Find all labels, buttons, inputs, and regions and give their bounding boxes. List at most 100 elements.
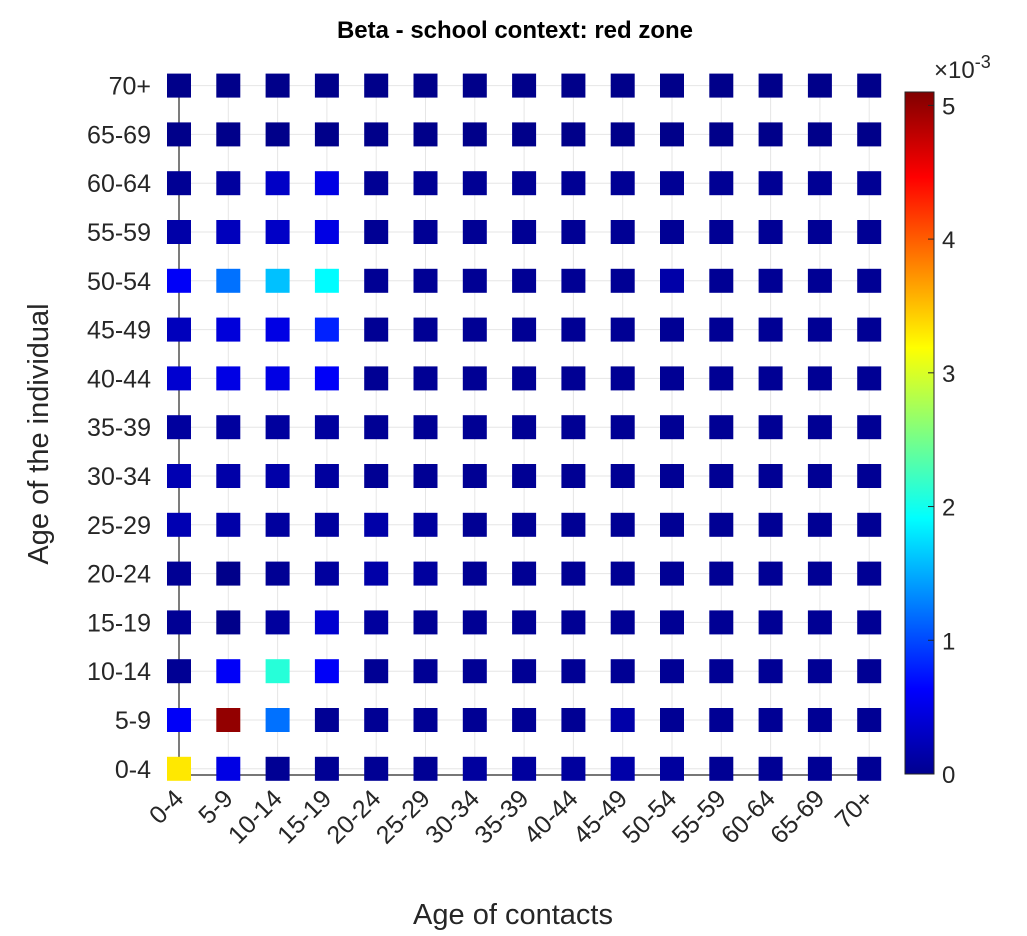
y-tick-label: 60-64 [87,170,151,198]
heatmap-cell [807,220,832,244]
heatmap-cell [857,171,882,196]
heatmap-cell [857,73,882,98]
heatmap-cell [216,464,241,488]
heatmap-cell [167,268,191,293]
heatmap-cell [807,122,832,147]
heatmap-cell [413,73,438,98]
heatmap-cell [462,415,487,440]
heatmap-cell [709,659,734,684]
colorbar-tick-label: 0 [942,762,955,789]
heatmap-cell [807,756,832,781]
y-axis-label: Age of the individual [23,303,55,564]
y-tick-label: 5-9 [115,707,151,735]
heatmap-cell [857,512,882,537]
heatmap-cell [610,171,635,196]
heatmap-cell [512,317,537,342]
heatmap-cell [462,610,487,635]
x-tick-label: 55-59 [667,784,732,849]
heatmap-cell [364,415,389,440]
heatmap-cell [167,464,191,488]
heatmap-cell [660,708,684,732]
colorbar-multiplier-base: ×10 [934,57,975,84]
heatmap-cell [512,708,537,732]
heatmap-cell [660,171,684,196]
heatmap-cell [364,220,389,244]
heatmap-cell [265,220,290,244]
y-tick-label: 45-49 [87,317,151,345]
heatmap-cell [512,171,537,196]
heatmap-cell [758,171,783,196]
chart-title: Beta - school context: red zone [337,17,693,44]
colorbar-tick-label: 1 [942,628,955,655]
heatmap-cell [610,317,635,342]
heatmap-cell [857,122,882,147]
heatmap-cell [610,268,635,293]
heatmap-cell [758,220,783,244]
heatmap-cell [462,464,487,488]
heatmap-cell [167,366,191,391]
heatmap-cell [314,464,339,488]
y-tick-label: 65-69 [87,121,151,149]
y-tick-label: 20-24 [87,561,151,589]
heatmap-cell [660,610,684,635]
heatmap-cell [561,317,586,342]
heatmap-cell [462,512,487,537]
heatmap-cell [660,122,684,147]
heatmap-cell [512,366,537,391]
heatmap-cell [413,708,438,732]
heatmap-cell [167,561,191,586]
heatmap-cell [561,561,586,586]
heatmap-cell [758,659,783,684]
y-tick-label: 15-19 [87,609,151,637]
heatmap-cell [314,659,339,684]
heatmap-cell [561,122,586,147]
x-tick-label: 60-64 [716,784,781,849]
heatmap-cell [364,561,389,586]
heatmap-cell [216,171,241,196]
heatmap-cell [709,561,734,586]
heatmap-cell [758,73,783,98]
heatmap-cell [660,659,684,684]
heatmap-cell [216,268,241,293]
y-tick-label: 30-34 [87,463,151,491]
heatmap-cell [610,220,635,244]
heatmap-cell [314,708,339,732]
heatmap-cell [216,220,241,244]
x-axis-label: Age of contacts [413,899,613,931]
heatmap-cell [512,464,537,488]
y-tick-label: 10-14 [87,658,151,686]
heatmap-cell [167,610,191,635]
heatmap-cell [807,561,832,586]
heatmap-cell [462,73,487,98]
heatmap-cell [314,73,339,98]
x-tick-label: 30-34 [420,784,485,849]
heatmap-cell [709,464,734,488]
heatmap-cell [265,512,290,537]
heatmap-cell [561,268,586,293]
heatmap-cell [857,610,882,635]
heatmap-cell [314,220,339,244]
heatmap-cell [167,73,191,98]
heatmap-cell [758,561,783,586]
x-tick-labels: 0-4 5-910-1415-1920-2425-2930-3435-3940-4… [144,784,880,849]
heatmap-cell [807,415,832,440]
heatmap-cell [413,756,438,781]
heatmap-cell [314,268,339,293]
heatmap-cell [364,317,389,342]
heatmap-cell [709,610,734,635]
heatmap-cell [857,708,882,732]
heatmap-cell [709,73,734,98]
heatmap-cell [512,73,537,98]
heatmap-cell [265,171,290,196]
heatmap-cell [167,317,191,342]
heatmap-cell [462,317,487,342]
heatmap-cell [709,708,734,732]
heatmap-cell [610,659,635,684]
heatmap-cell [364,610,389,635]
heatmap-cell [265,756,290,781]
heatmap-cell [758,512,783,537]
heatmap-cell [807,708,832,732]
heatmap-cell [561,73,586,98]
heatmap-cell [758,268,783,293]
y-tick-label: 50-54 [87,268,151,296]
